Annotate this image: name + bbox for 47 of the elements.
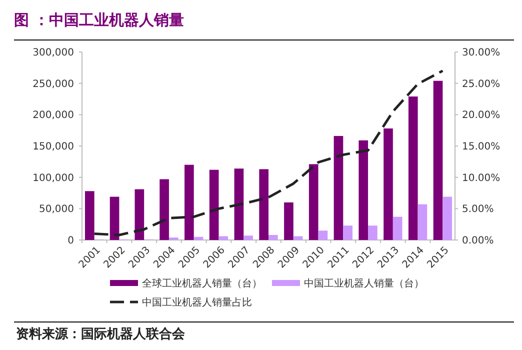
line-series bbox=[93, 70, 444, 236]
bar bbox=[368, 226, 378, 240]
bar bbox=[110, 196, 120, 240]
bar bbox=[433, 80, 443, 240]
bar bbox=[184, 164, 194, 240]
y-tick-label: 150,000 bbox=[32, 142, 74, 152]
bar bbox=[218, 236, 228, 240]
y2-tick-label: 15.00% bbox=[462, 142, 500, 152]
bar bbox=[194, 236, 204, 240]
legend-label: 全球工业机器人销量（台） bbox=[142, 278, 262, 290]
bar bbox=[134, 189, 144, 240]
legend-label: 中国工业机器人销量占比 bbox=[142, 296, 252, 308]
y2-tick-label: 30.00% bbox=[462, 48, 500, 58]
y-tick-label: 0 bbox=[68, 236, 74, 246]
bar bbox=[334, 136, 344, 240]
bar bbox=[408, 96, 418, 240]
y-tick-label: 200,000 bbox=[32, 110, 74, 122]
y2-tick-label: 10.00% bbox=[462, 172, 500, 184]
y-tick-label: 100,000 bbox=[32, 172, 74, 184]
chart-title: 图 ：中国工业机器人销量 bbox=[14, 11, 184, 29]
y-tick-label: 50,000 bbox=[39, 204, 74, 216]
y2-tick-label: 20.00% bbox=[462, 110, 500, 122]
bar bbox=[384, 128, 393, 240]
bar bbox=[168, 237, 178, 240]
bar bbox=[318, 230, 328, 240]
bar bbox=[343, 226, 352, 240]
text: 资料来源：国际机器人联合会 bbox=[16, 326, 186, 342]
bar bbox=[392, 216, 402, 240]
bar bbox=[234, 168, 244, 240]
bar bbox=[284, 202, 294, 240]
bar bbox=[244, 236, 253, 240]
y-tick-label: 300,000 bbox=[32, 48, 74, 58]
y2-tick-label: 25.00% bbox=[462, 78, 500, 90]
y-tick-label: 250,000 bbox=[32, 78, 74, 90]
bar bbox=[308, 164, 318, 240]
bar bbox=[268, 234, 278, 240]
legend-label: 中国工业机器人销量（台） bbox=[304, 278, 424, 290]
y2-tick-label: 5.00% bbox=[462, 204, 494, 216]
bar bbox=[442, 196, 452, 240]
bar bbox=[293, 236, 303, 240]
bar bbox=[209, 170, 219, 240]
bar bbox=[84, 191, 94, 240]
bar bbox=[358, 140, 368, 240]
bar bbox=[259, 169, 268, 240]
y2-tick-label: 0.00% bbox=[462, 236, 494, 246]
bar bbox=[160, 179, 169, 240]
bar bbox=[418, 204, 428, 240]
